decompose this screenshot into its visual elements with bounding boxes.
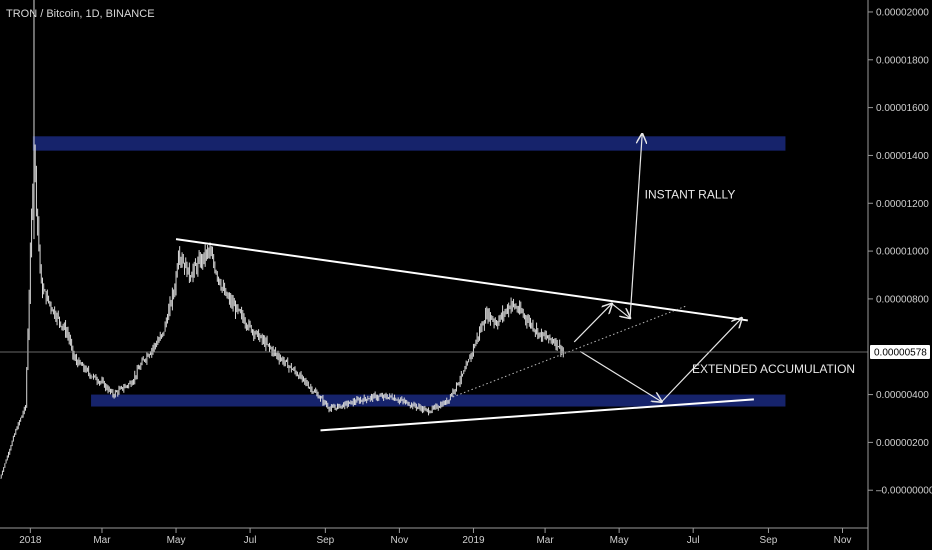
x-tick-label: Jul bbox=[687, 535, 700, 546]
x-tick-label: Nov bbox=[391, 535, 409, 546]
y-tick-label: 0.00000200 bbox=[876, 438, 929, 449]
y-tick-label: 0.00001800 bbox=[876, 55, 929, 66]
y-tick-label: 0.00001400 bbox=[876, 151, 929, 162]
support-zone bbox=[91, 394, 786, 407]
upper-trendline bbox=[175, 238, 748, 322]
x-tick-label: 2018 bbox=[19, 535, 42, 546]
x-tick-label: 2019 bbox=[462, 535, 485, 546]
y-tick-label: 0.00001600 bbox=[876, 103, 929, 114]
x-tick-label: Sep bbox=[316, 535, 334, 546]
x-tick-label: Nov bbox=[834, 535, 852, 546]
y-tick-label: 0.00002000 bbox=[876, 7, 929, 18]
y-tick-label: 0.00000400 bbox=[876, 390, 929, 401]
x-tick-label: Jul bbox=[244, 535, 257, 546]
last-price-badge bbox=[870, 345, 930, 359]
y-tick-label: –0.00000000 bbox=[876, 486, 932, 497]
last-price-label: 0.00000578 bbox=[874, 348, 927, 359]
x-tick-label: Mar bbox=[93, 535, 111, 546]
projection-arrow-3 bbox=[629, 134, 642, 319]
chart-title: TRON / Bitcoin, 1D, BINANCE bbox=[6, 8, 155, 20]
projection-arrow-4 bbox=[579, 351, 661, 402]
y-tick-label: 0.00001200 bbox=[876, 199, 929, 210]
x-tick-label: May bbox=[167, 535, 186, 546]
projection-arrow-2 bbox=[611, 303, 630, 318]
resistance-zone bbox=[32, 136, 786, 151]
dotted-trendline bbox=[452, 305, 687, 398]
x-tick-label: Sep bbox=[760, 535, 778, 546]
instant-rally-label: INSTANT RALLY bbox=[645, 187, 736, 201]
y-tick-label: 0.00001000 bbox=[876, 247, 929, 258]
projection-arrow-5 bbox=[661, 318, 742, 403]
x-tick-label: May bbox=[610, 535, 629, 546]
lower-trendline bbox=[320, 398, 754, 432]
y-tick-label: 0.00000800 bbox=[876, 294, 929, 305]
projection-arrow-1 bbox=[573, 304, 612, 343]
x-tick-label: Mar bbox=[536, 535, 554, 546]
extended-accumulation-label: EXTENDED ACCUMULATION bbox=[692, 362, 855, 376]
